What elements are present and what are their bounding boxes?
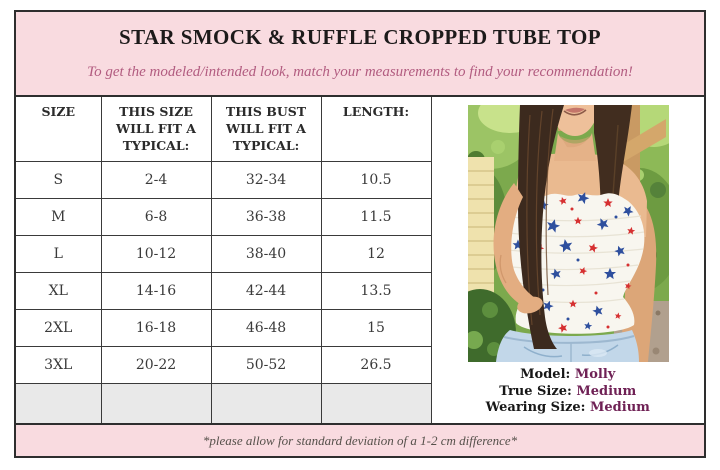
header-band: STAR SMOCK & RUFFLE CROPPED TUBE TOP To … xyxy=(16,12,704,97)
model-info-line: Model: Molly xyxy=(432,367,705,384)
size-cell: XL xyxy=(16,271,102,310)
column-header-size: SIZE xyxy=(16,97,102,162)
length-cell: 13.5 xyxy=(320,271,432,310)
length-cell: 26.5 xyxy=(320,345,432,384)
photo-area: Model: Molly True Size: Medium Wearing S… xyxy=(431,97,705,423)
table-row: 3XL 20-22 50-52 26.5 xyxy=(16,345,432,384)
bust-cell: 50-52 xyxy=(210,345,322,384)
fit-cell: 16-18 xyxy=(100,308,212,347)
fit-cell: 10-12 xyxy=(100,234,212,273)
size-cell: 3XL xyxy=(16,345,102,384)
size-chart-table: SIZE THIS SIZE WILL FIT A TYPICAL: THIS … xyxy=(16,97,432,423)
column-header-fit: THIS SIZE WILL FIT A TYPICAL: xyxy=(100,97,212,162)
table-header-row: SIZE THIS SIZE WILL FIT A TYPICAL: THIS … xyxy=(16,97,432,162)
length-cell: 10.5 xyxy=(320,160,432,199)
column-header-bust: THIS BUST WILL FIT A TYPICAL: xyxy=(210,97,322,162)
footer-band: *please allow for standard deviation of … xyxy=(16,423,704,456)
fit-cell: 20-22 xyxy=(100,345,212,384)
size-cell: 2XL xyxy=(16,308,102,347)
true-size-label: True Size: xyxy=(499,383,572,399)
wearing-size-value: Medium xyxy=(590,400,650,415)
table-row: M 6-8 36-38 11.5 xyxy=(16,197,432,236)
empty-cell xyxy=(210,382,322,423)
product-title: STAR SMOCK & RUFFLE CROPPED TUBE TOP xyxy=(119,25,601,49)
bust-cell: 42-44 xyxy=(210,271,322,310)
bust-cell: 38-40 xyxy=(210,234,322,273)
size-cell: S xyxy=(16,160,102,199)
model-info: Model: Molly True Size: Medium Wearing S… xyxy=(432,367,705,417)
header-subtitle: To get the modeled/intended look, match … xyxy=(87,64,633,80)
bust-cell: 36-38 xyxy=(210,197,322,236)
bust-cell: 46-48 xyxy=(210,308,322,347)
length-cell: 15 xyxy=(320,308,432,347)
table-row: L 10-12 38-40 12 xyxy=(16,234,432,273)
empty-cell xyxy=(320,382,432,423)
table-row: S 2-4 32-34 10.5 xyxy=(16,160,432,199)
fit-cell: 2-4 xyxy=(100,160,212,199)
model-value: Molly xyxy=(574,367,616,382)
column-header-length: LENGTH: xyxy=(320,97,432,162)
table-row: XL 14-16 42-44 13.5 xyxy=(16,271,432,310)
table-row-empty xyxy=(16,382,432,423)
length-cell: 12 xyxy=(320,234,432,273)
bust-cell: 32-34 xyxy=(210,160,322,199)
wearing-size-label: Wearing Size: xyxy=(485,400,586,415)
model-info-line: Wearing Size: Medium xyxy=(432,400,705,417)
size-chart-card: STAR SMOCK & RUFFLE CROPPED TUBE TOP To … xyxy=(14,10,706,458)
model-info-line: True Size: Medium xyxy=(432,384,705,401)
empty-cell xyxy=(100,382,212,423)
size-cell: M xyxy=(16,197,102,236)
model-label: Model: xyxy=(520,367,571,382)
empty-cell xyxy=(16,382,102,423)
fit-cell: 14-16 xyxy=(100,271,212,310)
size-cell: L xyxy=(16,234,102,273)
model-photo xyxy=(467,105,669,362)
table-row: 2XL 16-18 46-48 15 xyxy=(16,308,432,347)
fit-cell: 6-8 xyxy=(100,197,212,236)
length-cell: 11.5 xyxy=(320,197,432,236)
footer-note: *please allow for standard deviation of … xyxy=(202,432,518,448)
main-area: SIZE THIS SIZE WILL FIT A TYPICAL: THIS … xyxy=(16,97,704,423)
true-size-value: Medium xyxy=(576,383,637,399)
